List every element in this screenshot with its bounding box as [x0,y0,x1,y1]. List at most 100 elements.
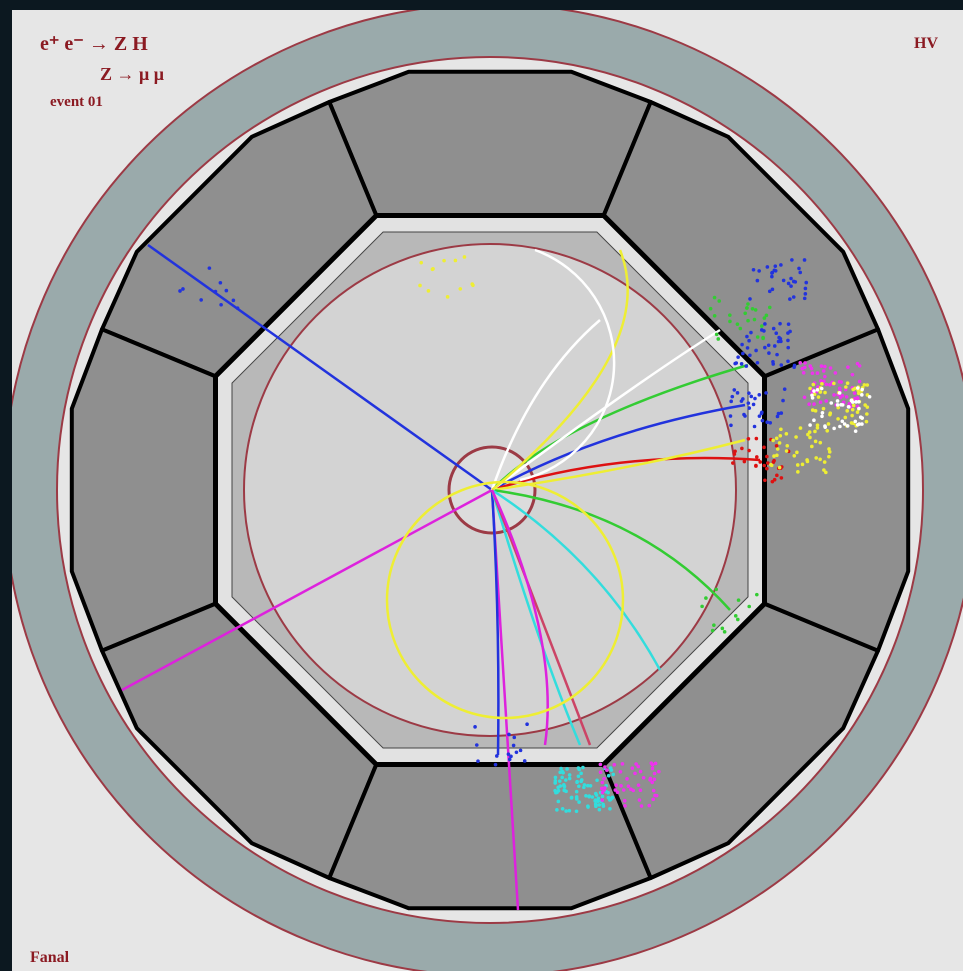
hit [856,386,860,390]
hit [771,326,776,331]
hit [741,351,745,356]
hit [823,374,827,379]
hit [819,364,824,368]
hit [593,791,598,796]
hit [766,461,770,465]
hit [774,436,779,441]
hit [650,763,655,767]
hit [836,417,840,421]
hit [739,362,744,366]
hit [816,395,821,399]
hit [586,804,590,809]
hit [824,470,828,475]
decay-label: Z → μ μ [100,64,164,84]
hit [854,400,858,404]
hit [605,768,609,773]
hit [754,455,759,459]
hit [863,403,867,407]
hit [652,771,657,776]
hit [818,400,823,405]
hit [626,784,631,788]
hit [755,592,759,597]
hit [792,453,797,458]
hit [813,429,817,434]
hit [712,295,717,300]
hit [819,379,823,383]
hit [493,762,498,767]
hit [808,435,812,440]
hit [506,752,511,756]
hit [712,623,716,627]
hit [821,406,826,411]
hit [850,372,855,377]
hit [810,371,815,376]
hit [462,255,467,259]
hit [603,765,607,769]
hit [815,423,820,427]
hit [824,382,829,387]
hit [610,795,615,800]
hit [855,422,860,427]
hit [864,419,869,424]
hit [650,780,655,785]
hit [823,390,827,395]
hit [653,761,658,766]
hit [857,364,862,368]
hit [751,402,756,407]
hit [567,776,572,781]
hit [784,432,789,436]
looper [519,248,616,482]
hit [819,386,824,391]
hit [743,414,747,418]
hit [732,388,737,392]
hit [851,387,855,392]
hit [832,381,836,386]
hit [786,359,790,364]
hit [840,393,845,398]
hit [431,267,435,271]
hit [708,306,713,311]
hit [700,604,704,609]
hit [574,789,579,794]
hit [829,401,834,405]
hit [650,766,655,771]
hit [574,809,579,814]
hit [745,346,750,350]
hit [755,278,760,283]
hit [474,743,479,747]
hit [810,408,815,412]
hit [772,454,776,458]
hit [775,473,779,478]
hit [579,778,584,782]
hit [812,402,816,406]
hit [747,338,751,343]
hit [850,400,855,404]
hit [742,459,747,464]
hit [845,424,850,428]
hit [178,289,182,293]
hit [729,423,733,428]
hit [822,468,826,472]
hit [717,299,722,303]
hit [798,360,803,365]
hit [765,420,769,425]
hit [860,422,864,426]
hit [818,440,823,445]
hit [619,783,623,788]
hit [638,769,643,774]
hit [754,463,758,468]
hit [587,794,592,798]
hit [600,794,605,799]
hit [507,757,512,762]
hit [760,418,765,423]
hit [803,286,808,291]
hit [802,395,807,400]
hit [857,406,861,411]
hit [839,402,843,407]
hit [633,771,637,776]
hit [757,414,762,418]
hit [837,391,842,395]
hit [757,269,761,273]
calorimeter-module [763,327,911,653]
hit [757,392,762,397]
